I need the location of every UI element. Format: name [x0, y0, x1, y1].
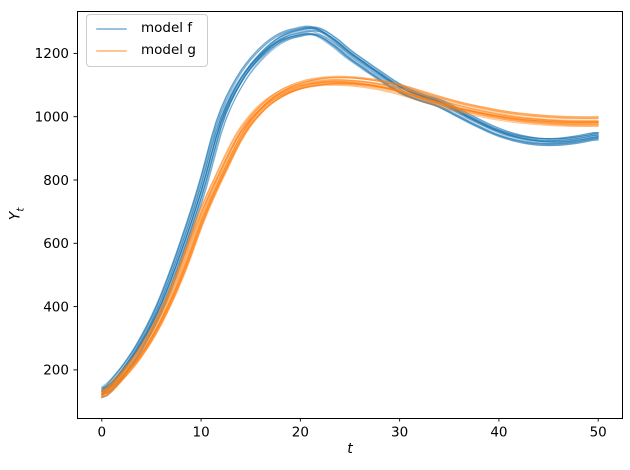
trajectory-model-g: [101, 82, 599, 392]
y-axis-label-sub: t: [15, 207, 27, 212]
trajectory-model-g: [101, 83, 599, 392]
x-tick-label: 20: [292, 425, 309, 441]
axes-frame: [77, 11, 623, 419]
legend-label-model-g: model g: [141, 42, 196, 59]
trajectory-model-f: [101, 33, 599, 396]
y-axis-label-main: Y: [7, 211, 24, 221]
trajectory-model-f: [101, 33, 599, 391]
axis-ticks: 0 10 20 30 40 50 200 400 600 800 1000 1200: [35, 46, 607, 440]
trajectory-model-f: [101, 27, 599, 394]
trajectory-model-f: [101, 26, 599, 393]
trajectory-model-g: [101, 75, 599, 397]
trajectory-model-g: [101, 82, 599, 399]
trajectory-model-g: [101, 80, 599, 392]
trajectory-model-g: [101, 76, 599, 394]
trajectory-model-f: [101, 26, 599, 391]
legend-item-model-g: model g: [96, 42, 196, 60]
series-model-g: [101, 75, 599, 399]
trajectory-model-g: [101, 83, 599, 394]
trajectory-model-f: [101, 26, 599, 388]
trajectory-model-f: [101, 25, 599, 390]
legend: model f model g: [86, 14, 208, 67]
trajectory-model-g: [101, 81, 599, 392]
y-tick-label: 400: [43, 299, 69, 315]
trajectory-model-g: [101, 79, 599, 395]
y-tick-label: 200: [43, 363, 69, 379]
trajectory-model-f: [101, 32, 599, 392]
trajectory-model-f: [101, 27, 599, 391]
x-axis-label: t: [77, 441, 623, 457]
x-tick-label: 30: [391, 425, 408, 441]
y-tick-label: 1200: [35, 46, 69, 62]
trajectory-model-f: [101, 33, 599, 399]
trajectory-model-f: [101, 32, 599, 392]
trajectory-model-f: [101, 27, 599, 396]
trajectory-model-g: [101, 84, 599, 394]
trajectory-model-g: [101, 81, 599, 398]
trajectory-model-g: [101, 77, 599, 398]
trajectory-model-g: [101, 80, 599, 394]
trajectory-model-g: [101, 79, 599, 397]
y-tick-label: 600: [43, 236, 69, 252]
legend-label-model-f: model f: [141, 20, 193, 37]
trajectory-model-g: [101, 82, 599, 397]
series-model-f: [101, 25, 599, 399]
trajectory-model-f: [101, 30, 599, 389]
trajectory-model-g: [101, 79, 599, 398]
trajectory-model-g: [101, 76, 599, 394]
trajectory-model-f: [101, 30, 599, 393]
x-axis-label-text: t: [347, 441, 353, 457]
y-tick-label: 800: [43, 173, 69, 189]
trajectory-model-g: [101, 77, 599, 394]
trajectory-model-f: [101, 30, 599, 394]
legend-line-model-g: [96, 50, 127, 52]
legend-item-model-f: model f: [96, 20, 196, 38]
trajectory-model-g: [101, 81, 599, 396]
trajectory-model-f: [101, 27, 599, 396]
x-tick-label: 40: [490, 425, 507, 441]
legend-line-model-f: [96, 28, 127, 30]
trajectory-model-g: [101, 82, 599, 392]
x-tick-label: 50: [590, 425, 607, 441]
trajectory-model-f: [101, 34, 599, 395]
y-axis-label: Yt: [8, 208, 27, 220]
trajectory-model-f: [101, 29, 599, 398]
trajectory-model-f: [101, 33, 599, 392]
x-tick-label: 10: [192, 425, 209, 441]
y-tick-label: 1000: [35, 110, 69, 126]
trajectory-model-f: [101, 26, 599, 389]
x-tick-label: 0: [98, 425, 107, 441]
